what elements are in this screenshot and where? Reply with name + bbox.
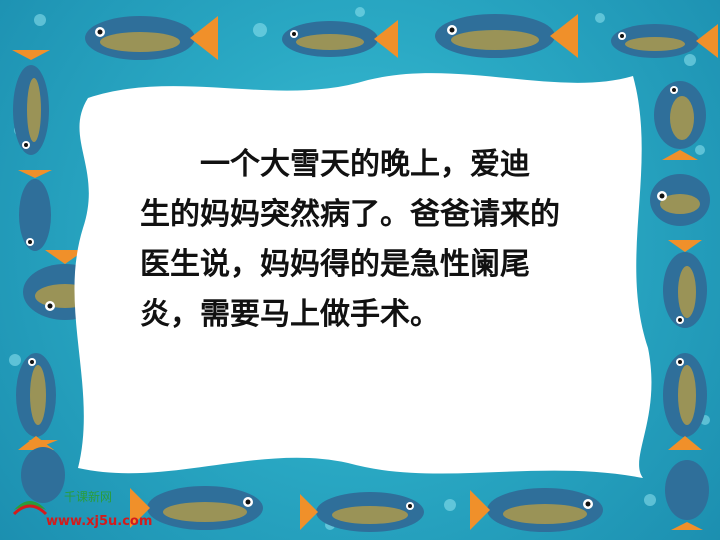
fish-icon [16,353,56,450]
site-watermark: 千课新网 www.xj5u.com [6,484,176,536]
fish-icon [470,488,603,532]
watermark-url: www.xj5u.com [46,514,153,529]
text-card [74,73,652,478]
fish-icon [611,24,718,58]
story-line: 生的妈妈突然病了。爸爸请来的 [140,197,560,232]
fish-icon [663,240,707,328]
fish-icon [282,20,398,58]
fish-icon [435,14,578,58]
fish-icon [12,50,50,155]
fish-icon [654,81,706,160]
fish-icon [130,486,263,530]
story-line: 炎，需要马上做手术。 [140,297,440,332]
watermark-name: 千课新网 [64,490,113,504]
fish-icon [650,174,710,226]
book-logo-icon [12,501,48,516]
fish-icon [85,16,218,60]
fish-icon [665,460,709,530]
fish-icon [18,170,52,251]
story-line: 医生说，妈妈得的是急性阑尾 [140,247,530,282]
fish-icon [21,440,65,503]
fish-icon [663,353,707,450]
story-text: 一个大雪天的晚上，爱迪 生的妈妈突然病了。爸爸请来的 医生说，妈妈得的是急性阑尾… [140,140,600,340]
story-line: 一个大雪天的晚上，爱迪 [200,147,530,182]
fish-icon [300,492,424,532]
